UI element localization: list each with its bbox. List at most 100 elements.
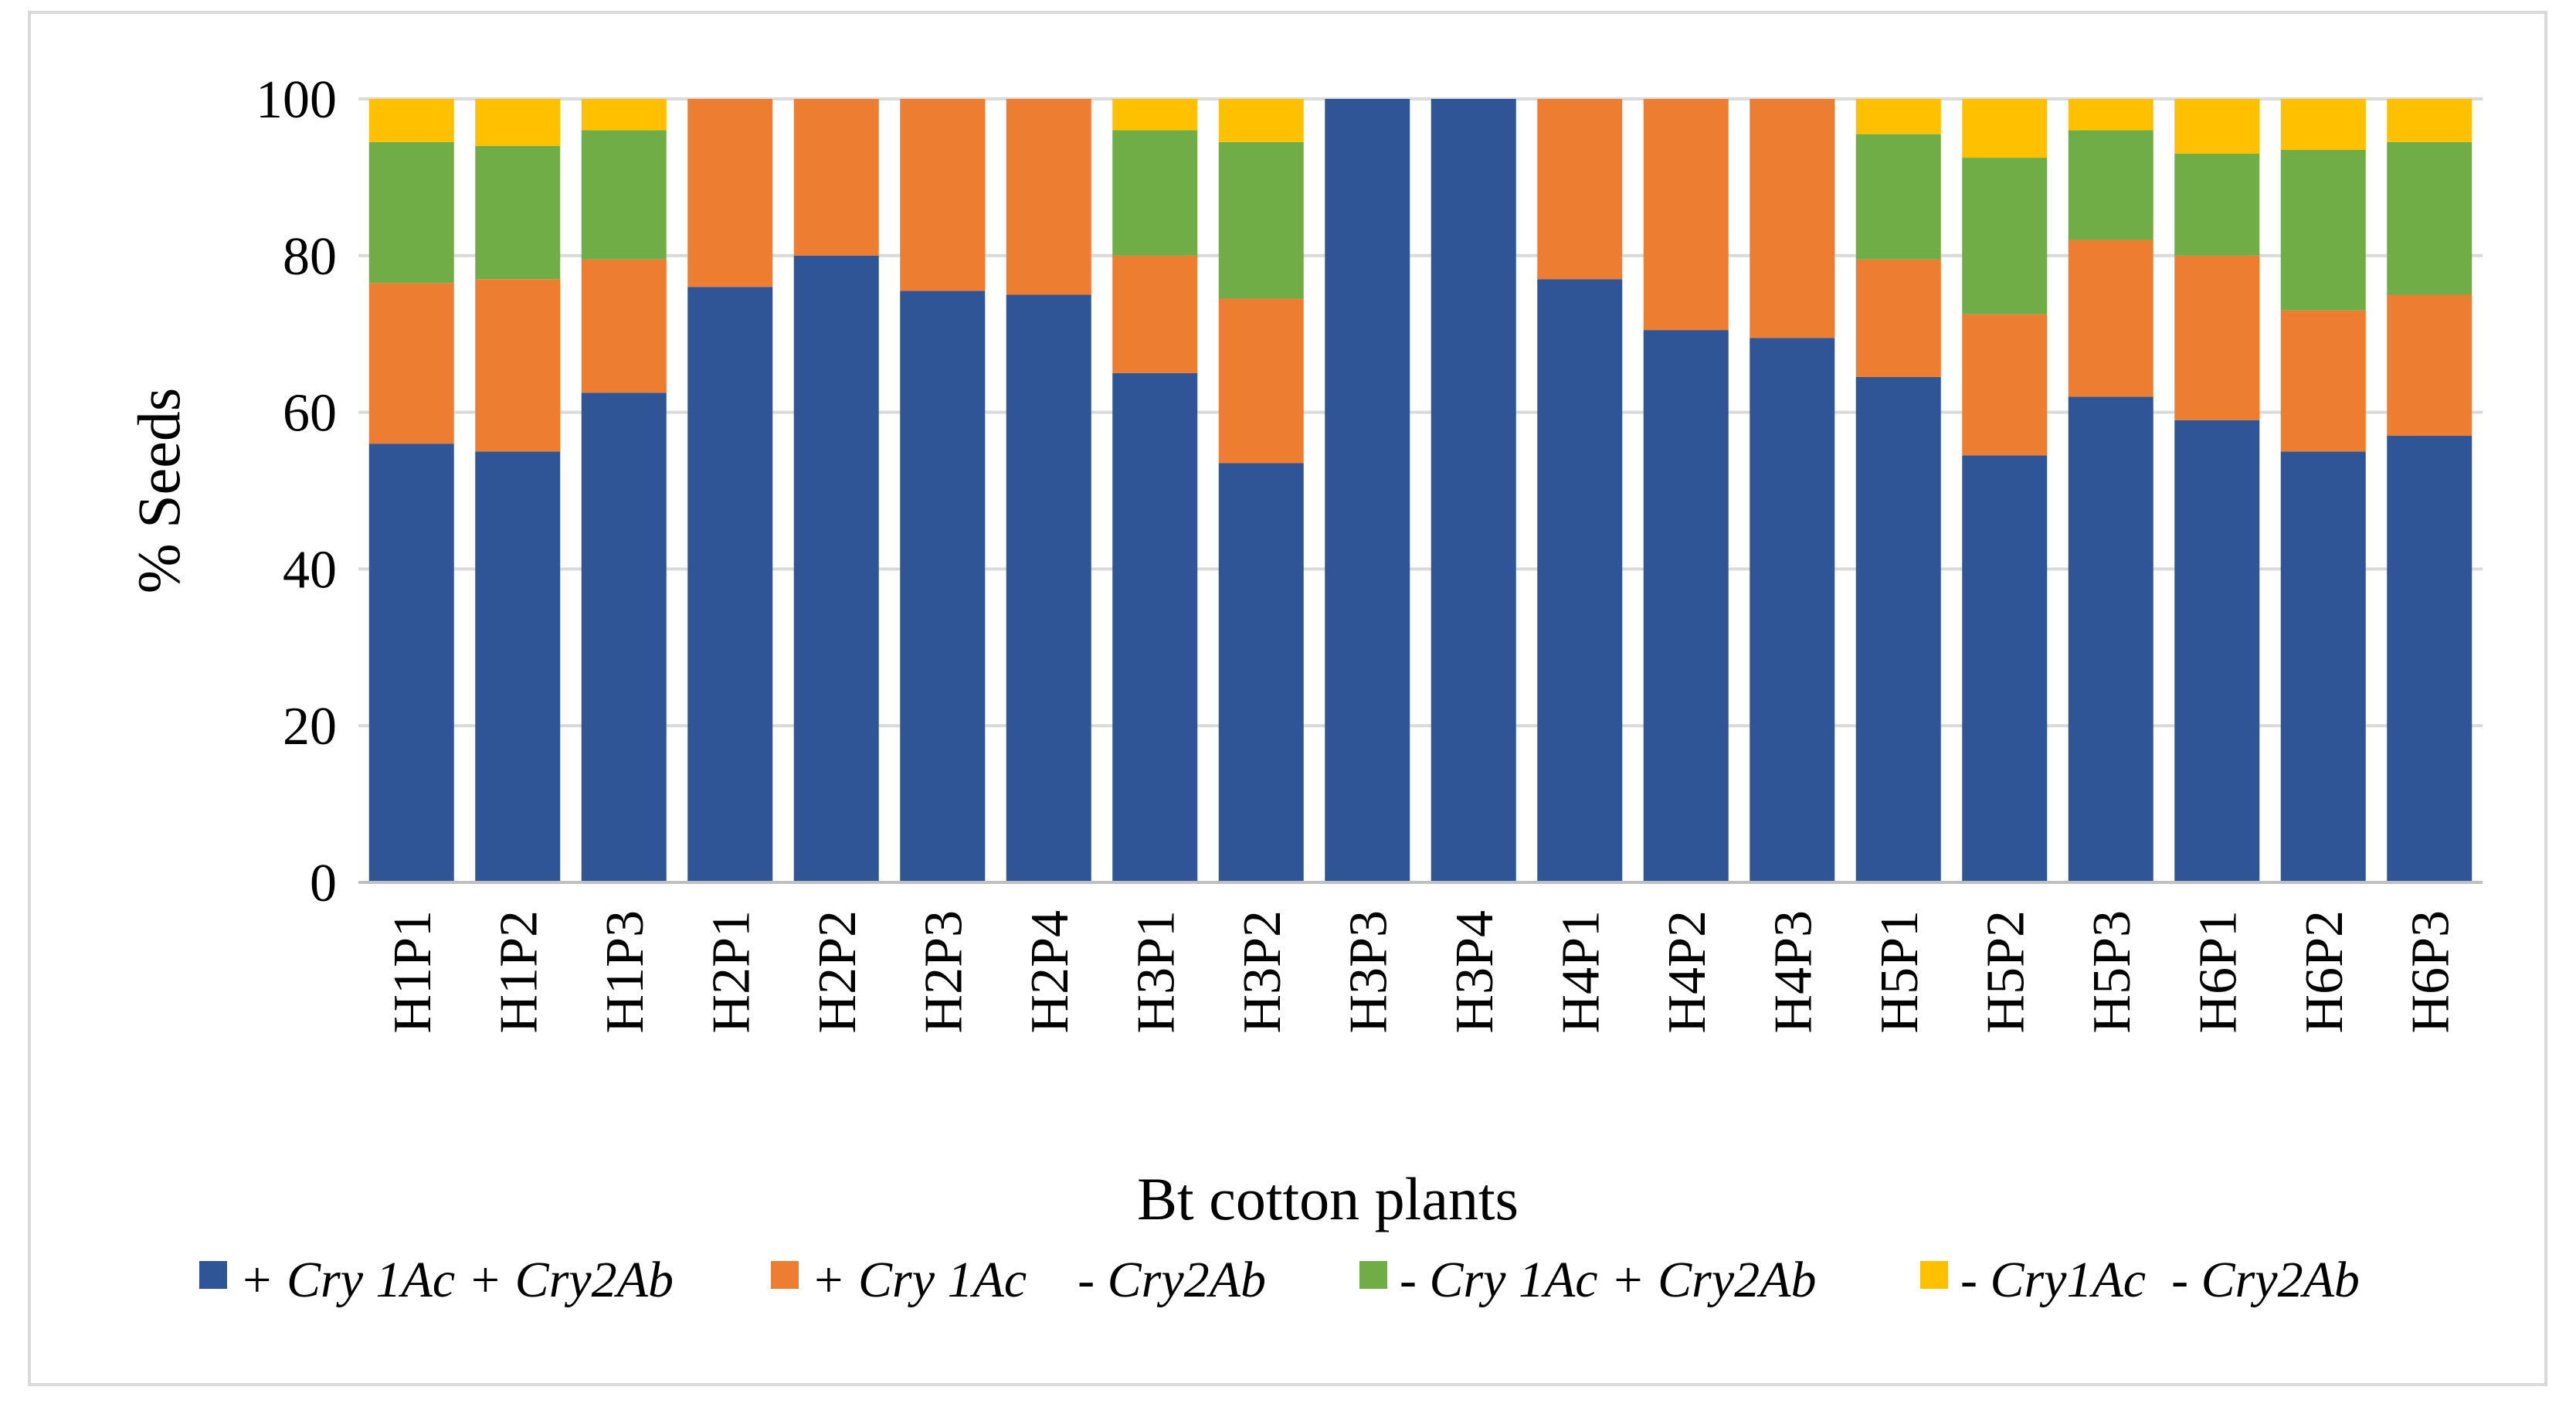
x-tick-label: H6P2 [2295,910,2354,1033]
x-tick-label: H3P4 [1445,910,1505,1033]
bars [368,99,2472,883]
x-tick-label: H1P1 [383,910,443,1033]
bar-H5P1-series-3 [1855,134,1941,260]
bar-H5P1-series-1 [1855,376,1941,883]
bar-H5P2-series-2 [1962,314,2048,456]
bar-H6P2-series-3 [2280,149,2366,311]
bar-H3P1-series-3 [1112,130,1198,256]
bar-H1P1-series-3 [368,141,454,284]
x-tick-label: H2P1 [701,910,761,1033]
bar-H6P1-series-4 [2174,99,2260,154]
figure-frame: 0 20 40 60 80 100 H1P1 H1P2 H1P3 H2P1 H2P2 H2P3 H2P… [28,11,2547,1386]
y-tick-label: 20 [283,697,337,756]
bar-H4P2-series-2 [1643,99,1729,331]
bar-H1P1-series-2 [368,283,454,444]
bar-H3P2-series-1 [1218,463,1304,882]
x-tick-label: H3P2 [1233,910,1292,1033]
bar-H5P3-series-3 [2068,130,2153,240]
bar-H1P3-series-1 [581,393,667,882]
bar-H1P2-series-4 [475,99,561,146]
legend-label-1: + Cry 1Ac + Cry2Ab [239,1252,674,1308]
bar-H2P3-series-2 [900,99,986,291]
stacked-bar-chart: 0 20 40 60 80 100 H1P1 H1P2 H1P3 H2P1 H2P2 H2P3 H2P… [125,70,2483,1308]
bar-H2P1-series-1 [687,287,773,882]
x-tick-label: H4P1 [1551,910,1610,1033]
bar-H1P2-series-1 [475,451,561,882]
x-tick-label: H4P2 [1658,910,1717,1033]
bar-H1P3-series-3 [581,130,667,260]
x-tick-label: H2P3 [914,910,973,1033]
bar-H5P3-series-2 [2068,240,2153,397]
bar-H2P4-series-1 [1006,294,1091,882]
bar-H5P3-series-1 [2068,396,2153,882]
bar-H4P1-series-2 [1537,99,1623,280]
bar-H5P2-series-4 [1962,99,2048,158]
bar-H5P2-series-1 [1962,455,2048,882]
x-axis-title: Bt cotton plants [1137,1165,1519,1232]
x-tick-labels: H1P1 H1P2 H1P3 H2P1 H2P2 H2P3 H2P4 H3P1 H3P2 H3P3… [383,910,2461,1033]
x-tick-label: H5P3 [2082,910,2142,1033]
bar-H6P1-series-3 [2174,153,2260,256]
x-tick-label: H5P2 [1976,910,2035,1033]
bar-H6P2-series-4 [2280,99,2366,150]
x-tick-label: H3P1 [1126,910,1186,1033]
legend-swatch-2 [771,1261,799,1289]
bar-H2P1-series-2 [687,99,773,287]
legend-swatch-1 [199,1261,227,1289]
y-tick-label: 80 [283,227,337,287]
y-tick-label: 100 [256,70,337,130]
legend-label-4: - Cry1Ac - Cry2Ab [1960,1252,2360,1308]
bar-H1P1-series-1 [368,444,454,882]
bar-H2P2-series-1 [793,255,879,882]
bar-H6P3-series-2 [2387,294,2472,437]
bar-H3P3-series-1 [1325,99,1410,882]
bar-H4P1-series-1 [1537,279,1623,883]
bar-H4P2-series-1 [1643,330,1729,882]
x-tick-label: H3P3 [1339,910,1398,1033]
bar-H6P3-series-3 [2387,141,2472,295]
x-tick-label: H6P3 [2401,910,2460,1033]
bar-H5P3-series-4 [2068,99,2153,131]
bar-H1P1-series-4 [368,99,454,142]
bar-H1P2-series-3 [475,145,561,280]
bar-H1P3-series-2 [581,259,667,393]
legend-label-2: + Cry 1Ac - Cry2Ab [811,1252,1266,1308]
x-tick-label: H2P2 [808,910,867,1033]
bar-H3P1-series-1 [1112,372,1198,882]
bar-H6P1-series-1 [2174,420,2260,882]
x-tick-label: H4P3 [1763,910,1823,1033]
bar-H5P1-series-2 [1855,259,1941,377]
bar-H6P3-series-4 [2387,99,2472,142]
y-tick-labels: 0 20 40 60 80 100 [256,70,337,913]
bar-H1P2-series-2 [475,279,561,452]
bar-H2P3-series-1 [900,291,986,882]
bar-H4P3-series-1 [1750,338,1835,882]
bar-H5P1-series-4 [1855,99,1941,134]
legend-swatch-3 [1359,1261,1387,1289]
bar-H3P2-series-3 [1218,141,1304,299]
y-tick-label: 60 [283,384,337,444]
bar-H1P3-series-4 [581,99,667,131]
y-tick-label: 0 [310,854,337,913]
bar-H6P1-series-2 [2174,255,2260,420]
x-tick-label: H5P1 [1870,910,1929,1033]
legend-swatch-4 [1920,1261,1948,1289]
legend-label-3: - Cry 1Ac + Cry2Ab [1400,1252,1816,1308]
bar-H2P2-series-2 [793,99,879,256]
bar-H6P2-series-1 [2280,451,2366,882]
gridlines [358,97,2483,728]
bar-H5P2-series-3 [1962,158,2048,314]
bar-H6P2-series-2 [2280,310,2366,452]
x-tick-label: H6P1 [2188,910,2248,1033]
bar-H3P1-series-4 [1112,99,1198,131]
y-axis-title: % Seeds [125,388,192,593]
bar-H4P3-series-2 [1750,99,1835,338]
bar-H6P3-series-1 [2387,436,2472,882]
bar-H3P2-series-2 [1218,298,1304,464]
bar-H2P4-series-2 [1006,99,1091,295]
x-tick-label: H2P4 [1020,910,1080,1033]
bar-H3P1-series-2 [1112,255,1198,373]
bar-H3P2-series-4 [1218,99,1304,142]
x-tick-label: H1P3 [596,910,655,1033]
y-tick-label: 40 [283,540,337,600]
